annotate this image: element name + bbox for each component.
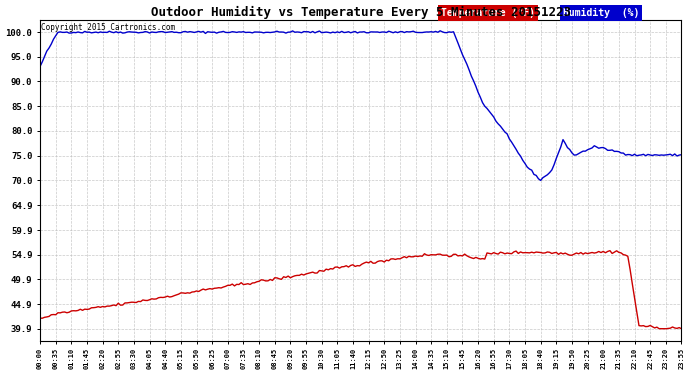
Text: Humidity  (%): Humidity (%) <box>563 8 639 18</box>
Title: Outdoor Humidity vs Temperature Every 5 Minutes 20151223: Outdoor Humidity vs Temperature Every 5 … <box>150 6 571 19</box>
Text: Copyright 2015 Cartronics.com: Copyright 2015 Cartronics.com <box>41 23 175 32</box>
Text: Temperature (°F): Temperature (°F) <box>441 8 535 18</box>
